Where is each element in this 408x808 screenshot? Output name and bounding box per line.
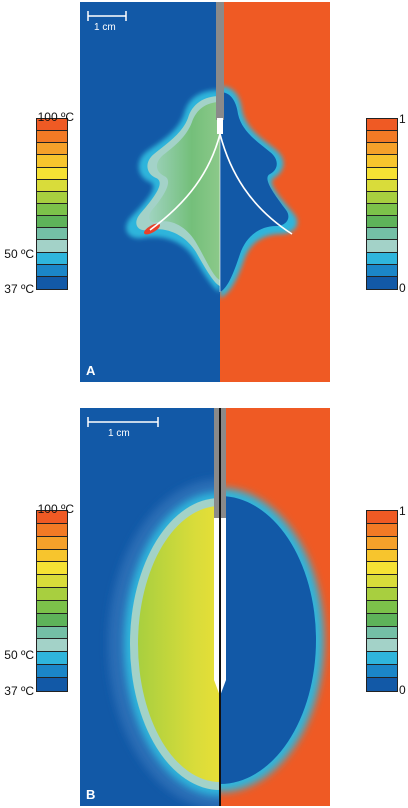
damage-max-label: 1 — [399, 112, 406, 126]
colorbar-segment — [37, 228, 67, 241]
colorbar-segment — [37, 639, 67, 653]
colorbar-segment — [367, 167, 397, 180]
probe-shaft — [216, 2, 224, 120]
colorbar-segment — [367, 131, 397, 144]
damage-ellipse — [220, 488, 324, 792]
probe-tip — [217, 118, 223, 134]
colorbar-segment — [367, 523, 397, 537]
colorbar-segment — [37, 549, 67, 563]
colorbar-segment — [37, 652, 67, 666]
scale-bar — [87, 417, 159, 427]
panel-b: 1 cm B — [80, 408, 330, 806]
colorbar-segment — [37, 575, 67, 589]
colorbar-segment — [367, 240, 397, 253]
colorbar-segment — [37, 264, 67, 277]
colorbar-segment — [37, 167, 67, 180]
colorbar-segment — [367, 143, 397, 156]
colorbar-segment — [37, 536, 67, 550]
colorbar-segment — [37, 131, 67, 144]
scale-bar — [87, 11, 127, 21]
colorbar-segment — [37, 613, 67, 627]
colorbar-segment — [367, 119, 397, 132]
colorbar-segment — [367, 600, 397, 614]
colorbar-segment — [37, 119, 67, 132]
panel-b-image — [80, 408, 330, 806]
tine-right — [219, 133, 293, 235]
colorbar-segment — [367, 216, 397, 229]
colorbar-segment — [367, 665, 397, 678]
colorbar-segment — [37, 626, 67, 640]
colorbar-segment — [367, 155, 397, 168]
damage-colorbar — [366, 510, 398, 692]
colorbar-segment — [367, 536, 397, 550]
colorbar-segment — [367, 575, 397, 589]
colorbar-segment — [367, 652, 397, 666]
temperature-lobes — [126, 90, 220, 292]
damage-min-label: 0 — [399, 683, 406, 697]
colorbar-segment — [367, 264, 397, 277]
colorbar-segment — [37, 562, 67, 576]
colorbar-segment — [367, 203, 397, 217]
temperature-min-label: 37 ºC — [4, 684, 34, 698]
temperature-colorbar — [36, 510, 68, 692]
colorbar-segment — [367, 276, 397, 289]
colorbar-segment — [37, 216, 67, 229]
colorbar-segment — [37, 143, 67, 156]
colorbar-segment — [37, 523, 67, 537]
temperature-max-label: 100 ºC — [37, 110, 74, 124]
damage-max-label: 1 — [399, 504, 406, 518]
panel-label: A — [86, 363, 96, 378]
colorbar-segment — [367, 511, 397, 524]
temperature-mid-label: 50 ºC — [4, 648, 34, 662]
colorbar-segment — [37, 203, 67, 217]
colorbar-segment — [367, 639, 397, 653]
colorbar-segment — [367, 677, 397, 691]
colorbar-segment — [367, 562, 397, 576]
colorbar-segment — [37, 240, 67, 253]
colorbar-segment — [37, 588, 67, 601]
colorbar-segment — [367, 613, 397, 627]
damage-colorbar — [366, 118, 398, 290]
colorbar-segment — [367, 549, 397, 563]
colorbar-segment — [37, 276, 67, 289]
tine-left — [149, 133, 221, 231]
colorbar-segment — [367, 588, 397, 601]
damage-region — [220, 86, 298, 298]
panel-a-image — [80, 2, 330, 382]
panel-a: 1 cm A — [80, 2, 330, 382]
colorbar-segment — [367, 179, 397, 192]
temperature-max-label: 100 ºC — [37, 502, 74, 516]
colorbar-segment — [37, 155, 67, 168]
colorbar-segment — [367, 626, 397, 640]
colorbar-segment — [37, 252, 67, 265]
colorbar-segment — [367, 191, 397, 204]
temperature-min-label: 37 ºC — [4, 282, 34, 296]
colorbar-segment — [367, 228, 397, 241]
colorbar-segment — [37, 179, 67, 192]
temperature-ellipse — [108, 479, 220, 806]
scale-bar-label: 1 cm — [108, 428, 130, 439]
damage-min-label: 0 — [399, 281, 406, 295]
colorbar-segment — [37, 600, 67, 614]
colorbar-segment — [37, 191, 67, 204]
colorbar-segment — [37, 511, 67, 524]
colorbar-segment — [367, 252, 397, 265]
temperature-mid-label: 50 ºC — [4, 247, 34, 261]
panel-label: B — [86, 787, 96, 802]
temperature-colorbar — [36, 118, 68, 290]
scale-bar-label: 1 cm — [94, 22, 116, 33]
colorbar-segment — [37, 677, 67, 691]
colorbar-segment — [37, 665, 67, 678]
